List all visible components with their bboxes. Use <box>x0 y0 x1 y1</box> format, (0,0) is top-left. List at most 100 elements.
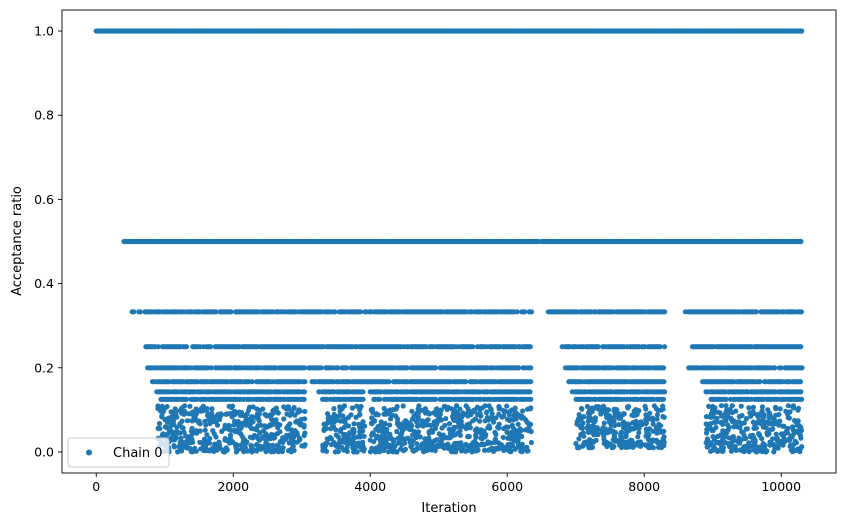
data-point-3307 <box>157 406 163 412</box>
data-point-4628 <box>739 429 745 435</box>
data-point-2785 <box>432 396 439 402</box>
data-point-3546 <box>345 423 351 429</box>
data-point-3290 <box>223 411 229 417</box>
data-point-4389 <box>760 441 766 447</box>
data-point-4674 <box>764 448 770 454</box>
data-point-4680 <box>796 448 802 454</box>
data-point-3533 <box>333 443 339 449</box>
data-point-3499 <box>335 448 341 455</box>
data-point-3505 <box>349 405 355 411</box>
data-point-3414 <box>251 432 258 439</box>
data-point-4654 <box>753 444 759 450</box>
data-point-4536 <box>785 411 791 417</box>
data-point-3634 <box>387 422 393 428</box>
data-point-1291 <box>155 344 161 350</box>
data-point-3535 <box>345 414 351 421</box>
data-point-3384 <box>227 440 233 446</box>
x-tick-label: 10000 <box>761 479 801 494</box>
data-point-3924 <box>472 438 478 445</box>
data-point-1212 <box>662 309 668 315</box>
data-point-4555 <box>718 413 725 419</box>
data-point-4035 <box>434 437 440 443</box>
data-point-3554 <box>351 441 357 447</box>
data-point-4326 <box>610 444 616 450</box>
data-point-3101 <box>262 423 268 429</box>
data-point-4343 <box>601 436 607 442</box>
data-point-4632 <box>714 415 720 421</box>
data-point-4604 <box>710 404 716 410</box>
data-point-3345 <box>214 422 221 428</box>
data-point-3555 <box>320 444 326 451</box>
data-point-3418 <box>302 430 308 436</box>
data-point-1527 <box>595 344 601 350</box>
data-point-4671 <box>791 430 797 436</box>
legend-entry-label: Chain 0 <box>113 446 163 461</box>
data-point-3263 <box>284 411 290 417</box>
data-point-4624 <box>797 432 804 438</box>
data-point-3303 <box>265 444 271 450</box>
data-point-4670 <box>777 418 783 424</box>
data-point-4626 <box>726 435 732 441</box>
data-point-3385 <box>207 417 214 423</box>
y-tick-label: 0.4 <box>34 276 54 291</box>
data-point-1561 <box>657 344 663 350</box>
data-point-3360 <box>302 416 308 422</box>
data-point-3299 <box>232 418 238 424</box>
data-point-4329 <box>649 438 656 444</box>
y-tick-label: 0.2 <box>34 360 54 375</box>
y-tick-label: 0.8 <box>34 108 54 123</box>
data-point-3342 <box>236 420 243 426</box>
data-point-3403 <box>187 403 193 409</box>
data-point-4010 <box>511 412 517 418</box>
data-point-3992 <box>415 429 422 435</box>
data-point-4294 <box>610 428 616 434</box>
data-point-3998 <box>453 449 459 455</box>
data-point-3963 <box>509 422 515 428</box>
data-point-1477 <box>470 344 476 350</box>
data-point-2427 <box>360 389 366 395</box>
data-point-3141 <box>302 408 308 415</box>
data-point-4577 <box>746 405 752 411</box>
data-point-4147 <box>592 415 599 421</box>
data-point-4009 <box>465 405 471 412</box>
data-point-3979 <box>433 406 439 412</box>
data-point-4351 <box>629 437 635 444</box>
data-point-3323 <box>202 427 208 433</box>
legend: Chain 0 <box>67 437 170 468</box>
data-point-2581 <box>661 389 668 395</box>
data-point-4365 <box>631 420 637 426</box>
data-point-4040 <box>518 433 524 439</box>
data-point-4672 <box>707 414 713 420</box>
data-point-4664 <box>787 442 794 448</box>
data-point-3997 <box>528 405 534 411</box>
data-point-3132 <box>159 414 165 420</box>
data-point-4661 <box>789 404 796 410</box>
data-point-4659 <box>740 448 746 454</box>
data-point-4651 <box>767 442 773 448</box>
data-point-4063 <box>520 408 526 414</box>
data-point-3220 <box>172 444 178 450</box>
data-point-3413 <box>185 411 191 417</box>
data-point-3275 <box>277 429 283 435</box>
data-point-4648 <box>708 440 714 446</box>
data-point-4037 <box>457 444 464 450</box>
data-point-3317 <box>289 409 295 416</box>
data-point-4001 <box>493 431 499 437</box>
data-point-3148 <box>184 418 191 424</box>
data-point-4675 <box>739 420 745 427</box>
data-point-3929 <box>494 446 500 452</box>
data-point-4032 <box>391 437 397 443</box>
data-point-4346 <box>618 433 624 439</box>
data-point-4639 <box>756 431 762 437</box>
data-point-3410 <box>233 449 240 455</box>
data-point-4598 <box>726 444 733 450</box>
data-point-3119 <box>246 407 252 413</box>
data-point-3545 <box>358 423 364 429</box>
data-point-3295 <box>217 412 223 418</box>
data-point-2945 <box>180 425 186 431</box>
data-point-4667 <box>733 408 739 414</box>
data-point-4307 <box>579 406 585 412</box>
data-point-3986 <box>505 416 511 422</box>
data-point-4154 <box>589 444 596 450</box>
data-point-3553 <box>337 438 343 444</box>
